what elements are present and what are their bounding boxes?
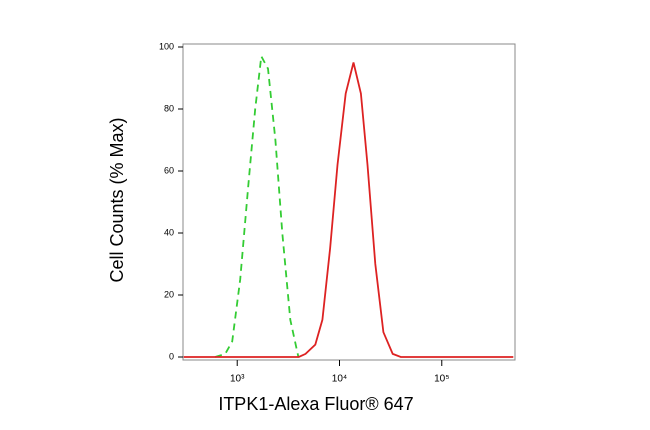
y-tick-label: 60 xyxy=(164,165,174,175)
x-tick-label: 10⁴ xyxy=(332,374,347,385)
histogram-line xyxy=(214,53,300,358)
x-tick-label: 10³ xyxy=(230,374,245,385)
y-axis-label: Cell Counts (% Max) xyxy=(107,117,127,282)
x-tick-label: 10⁵ xyxy=(434,374,449,385)
y-tick-label: 40 xyxy=(164,227,174,237)
y-tick-label: 80 xyxy=(164,103,174,113)
x-axis-label: ITPK1-Alexa Fluor® 647 xyxy=(218,394,413,414)
histogram-line xyxy=(183,62,514,358)
plot-frame xyxy=(182,43,516,361)
y-tick-label: 20 xyxy=(164,289,174,299)
y-tick-label: 0 xyxy=(169,351,174,361)
y-tick-label: 100 xyxy=(159,41,174,51)
